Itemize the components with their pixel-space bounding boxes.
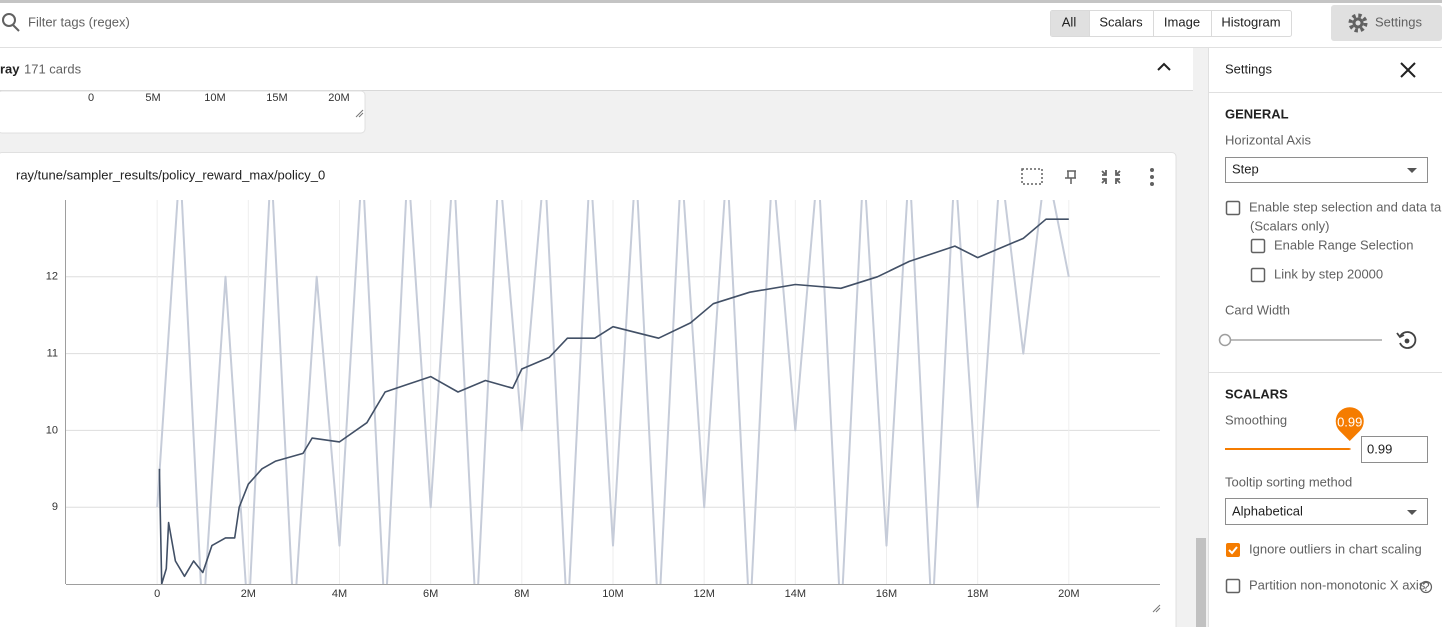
checkbox-label: Link by step 20000 bbox=[1274, 266, 1383, 281]
x-tick-label: 0 bbox=[154, 588, 160, 600]
collapse-icon[interactable] bbox=[1157, 62, 1171, 71]
smoothing-bubble bbox=[1335, 407, 1364, 441]
x-tick-label: 8M bbox=[514, 588, 529, 600]
tab[interactable]: All bbox=[1062, 14, 1077, 29]
checkbox-label: Enable Range Selection bbox=[1274, 237, 1414, 252]
smoothing-input[interactable] bbox=[1361, 436, 1428, 463]
search-input[interactable]: Filter tags (regex) bbox=[28, 14, 130, 29]
checkbox[interactable] bbox=[1225, 578, 1241, 594]
y-tick-label: 9 bbox=[52, 501, 58, 513]
y-tick-label: 12 bbox=[46, 271, 58, 283]
checkbox[interactable] bbox=[1225, 200, 1241, 216]
x-tick-label: 18M bbox=[967, 588, 988, 600]
previous-card bbox=[0, 90, 366, 134]
tooltip-select[interactable] bbox=[1225, 498, 1428, 525]
tab[interactable]: Histogram bbox=[1221, 14, 1280, 29]
resize-handle[interactable] bbox=[1152, 604, 1161, 613]
x-tick-label: 5M bbox=[145, 92, 160, 104]
checkbox[interactable] bbox=[1250, 267, 1266, 283]
smoothing-input-value: 0.99 bbox=[1367, 441, 1392, 456]
settings-title: Settings bbox=[1225, 61, 1272, 76]
section-heading: GENERAL bbox=[1225, 106, 1289, 121]
chart-card bbox=[0, 152, 1177, 627]
x-tick-label: 0 bbox=[88, 92, 94, 104]
fit-domain-icon[interactable] bbox=[1021, 168, 1043, 185]
checkbox-label: Ignore outliers in chart scaling bbox=[1249, 541, 1422, 556]
field-label: Tooltip sorting method bbox=[1225, 474, 1352, 489]
dropdown-arrow bbox=[1407, 168, 1417, 173]
horizontal-axis-select[interactable] bbox=[1225, 157, 1428, 183]
select-value: Alphabetical bbox=[1232, 503, 1303, 518]
x-tick-label: 20M bbox=[1058, 588, 1079, 600]
checkbox-label: Partition non-monotonic X axis bbox=[1249, 577, 1426, 592]
x-tick-label: 4M bbox=[332, 588, 347, 600]
settings-button-label: Settings bbox=[1375, 14, 1422, 29]
checkmark bbox=[1228, 546, 1238, 555]
dropdown-arrow bbox=[1407, 510, 1417, 515]
group-name: ray bbox=[0, 61, 20, 76]
card-width-knob[interactable] bbox=[1218, 333, 1232, 347]
field-label: Smoothing bbox=[1225, 412, 1287, 427]
y-tick-label: 10 bbox=[46, 424, 58, 436]
x-tick-label: 2M bbox=[241, 588, 256, 600]
resize-handle[interactable] bbox=[355, 109, 364, 118]
checkbox-note: (Scalars only) bbox=[1250, 218, 1329, 233]
fullscreen-icon[interactable] bbox=[1101, 170, 1121, 184]
card-actions bbox=[1021, 168, 1154, 186]
chart-title: ray/tune/sampler_results/policy_reward_m… bbox=[16, 167, 325, 182]
svg-text:?: ? bbox=[1422, 579, 1429, 594]
search-icon bbox=[2, 13, 20, 32]
gear-icon bbox=[1348, 13, 1368, 33]
group-header bbox=[0, 48, 1193, 90]
x-tick-label: 6M bbox=[423, 588, 438, 600]
series-line bbox=[158, 218, 1069, 584]
series-line bbox=[156, 200, 1070, 584]
x-tick-label: 14M bbox=[785, 588, 806, 600]
x-tick-label: 15M bbox=[266, 92, 287, 104]
x-tick-label: 10M bbox=[204, 92, 225, 104]
close-icon[interactable] bbox=[1400, 62, 1416, 78]
select-value: Step bbox=[1232, 161, 1259, 176]
scrollbar-thumb[interactable] bbox=[1196, 538, 1206, 627]
x-tick-label: 12M bbox=[693, 588, 714, 600]
tab-group bbox=[1050, 10, 1292, 37]
field-label: Horizontal Axis bbox=[1225, 132, 1311, 147]
chart: 9 10 11 12 0 2M 4M 6M 8M 10M 12M 14M 16M 18M 20M bbox=[46, 200, 1160, 600]
top-border bbox=[0, 0, 1442, 3]
settings-panel bbox=[1208, 48, 1442, 627]
x-tick-label: 20M bbox=[328, 92, 349, 104]
pin-icon[interactable] bbox=[1065, 170, 1076, 184]
x-tick-label: 16M bbox=[876, 588, 897, 600]
checkboxes: Enable step selection and data table Enab… bbox=[1225, 199, 1442, 594]
help-icon[interactable]: ? bbox=[1419, 579, 1433, 594]
checkbox[interactable] bbox=[1226, 543, 1240, 557]
x-tick-label: 10M bbox=[602, 588, 623, 600]
reset-icon[interactable] bbox=[1396, 331, 1417, 349]
section-heading: SCALARS bbox=[1225, 386, 1288, 401]
field-label: Card Width bbox=[1225, 302, 1290, 317]
group-count: 171 cards bbox=[24, 61, 82, 76]
smoothing-slider[interactable]: 0.99 bbox=[1225, 407, 1364, 450]
scrollbar-track bbox=[1195, 48, 1207, 627]
more-icon[interactable] bbox=[1150, 168, 1154, 186]
checkbox[interactable] bbox=[1250, 238, 1266, 254]
tab[interactable]: Image bbox=[1164, 14, 1200, 29]
y-tick-label: 11 bbox=[47, 348, 58, 360]
tab[interactable]: Scalars bbox=[1099, 14, 1143, 29]
checkbox-label: Enable step selection and data table bbox=[1249, 199, 1442, 214]
smoothing-bubble-label: 0.99 bbox=[1337, 414, 1362, 429]
